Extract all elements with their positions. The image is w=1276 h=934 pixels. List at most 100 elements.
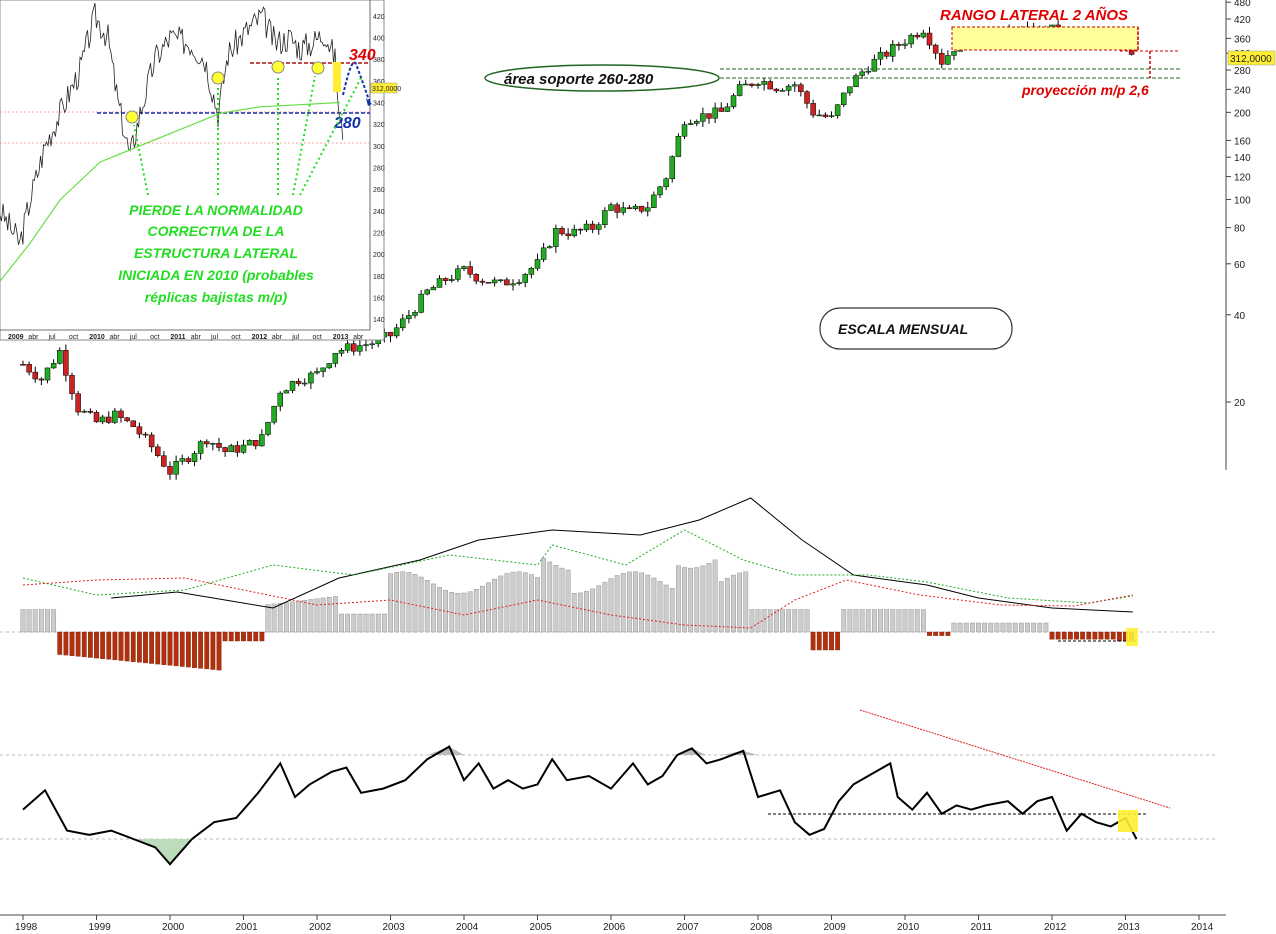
vol-bar <box>1025 622 1030 633</box>
inset-text-line-4: INICIADA EN 2010 (probables <box>118 267 314 283</box>
vol-bar <box>388 573 393 633</box>
main-candle-body <box>44 367 51 381</box>
vol-bar <box>143 631 148 664</box>
main-candle-body <box>210 443 216 445</box>
inset-y-tick-label: 200 <box>373 252 385 259</box>
inset-x-tick-label: jul <box>129 334 137 341</box>
vol-bar <box>626 571 632 633</box>
vol-bar <box>590 588 596 633</box>
vol-bar <box>363 613 369 633</box>
main-candle-body <box>571 228 577 237</box>
vol-bar <box>859 609 865 633</box>
vol-bar <box>792 609 798 633</box>
vol-bar <box>822 631 828 651</box>
vol-bar <box>927 631 932 636</box>
osc-trendline <box>859 709 1171 809</box>
vol-bar <box>571 593 577 633</box>
main-candle-body <box>700 113 706 122</box>
main-candle-body <box>755 84 761 86</box>
main-candle-body <box>320 367 326 372</box>
vol-bar <box>829 631 834 651</box>
time-tick-label: 1999 <box>89 922 112 933</box>
vol-bar <box>773 609 779 633</box>
main-candle-body <box>259 434 265 447</box>
vol-bar <box>804 609 810 633</box>
last-price-tag: 312,0000 <box>1230 54 1272 65</box>
main-candle-body <box>577 228 584 231</box>
vol-bar <box>565 569 571 633</box>
main-y-tick-label: 280 <box>1234 66 1251 77</box>
inset-x-tick-label: oct <box>150 334 159 341</box>
vol-bar <box>504 573 510 633</box>
main-candle-body <box>602 210 608 225</box>
main-candle-body <box>945 55 951 65</box>
vol-bar <box>1043 622 1049 633</box>
main-candle-body <box>38 378 45 381</box>
main-candle-body <box>222 447 228 453</box>
vol-bar <box>1055 631 1061 640</box>
main-candle-body <box>589 223 596 230</box>
vol-bar <box>982 622 988 633</box>
main-candle-body <box>902 43 908 46</box>
vol-bar <box>112 631 118 661</box>
vol-bar <box>149 631 155 664</box>
main-candle-body <box>669 156 675 180</box>
main-candle-body <box>387 332 394 337</box>
main-price-panel: 20 40 60 80 100 120 140 160 200 240 280 320 360 420 48… <box>20 0 1276 480</box>
inset-last-price: 312,0000 <box>372 86 401 93</box>
inset-highlight <box>333 62 341 92</box>
vol-bar <box>345 613 351 633</box>
inset-pointers <box>133 75 363 196</box>
inset-touch-4 <box>311 61 325 75</box>
vol-bar <box>865 609 871 633</box>
vol-bar <box>118 631 124 661</box>
main-candle-body <box>547 246 553 249</box>
vol-bar <box>326 597 332 633</box>
inset-y-ticks: 140 160 180 200 220 240 260 280 300 320 340 360 380 4… <box>373 14 385 324</box>
main-candle-body <box>896 44 902 46</box>
scale-label: ESCALA MENSUAL <box>838 321 968 337</box>
vol-bar <box>657 581 663 633</box>
main-candle-body <box>620 207 626 213</box>
vol-bar <box>1074 631 1079 640</box>
main-candle-body <box>724 106 731 112</box>
main-y-tick-label: 480 <box>1234 0 1251 9</box>
vol-bar <box>461 592 467 633</box>
vol-bar <box>271 603 277 633</box>
main-y-tick-label: 80 <box>1234 224 1246 235</box>
main-candle-body <box>877 51 884 60</box>
vol-bar <box>308 599 314 633</box>
main-candle-body <box>338 350 345 354</box>
vol-bar <box>884 609 890 633</box>
main-candle-body <box>534 259 541 269</box>
vol-bar <box>798 609 804 633</box>
time-ticks: 1998 1999 2000 2001 2002 2003 2004 2005 2006 2007… <box>15 915 1214 933</box>
inset-x-tick-label: 2009 <box>8 334 24 341</box>
main-candle-body <box>461 266 467 270</box>
vol-bar <box>669 588 675 633</box>
vol-bar <box>228 631 234 642</box>
support-label-bubble <box>484 64 720 92</box>
inset-y-tick-label: 400 <box>373 36 385 43</box>
main-candle-body <box>412 312 418 316</box>
inset-y-tick-label: 140 <box>373 317 385 324</box>
main-candle-body <box>302 382 308 385</box>
inset-y-tick-label: 260 <box>373 187 385 194</box>
main-candle-body <box>75 393 81 413</box>
main-y-tick-label: 420 <box>1234 15 1251 26</box>
vol-bar <box>296 600 302 633</box>
main-y-tick-label: 360 <box>1234 34 1251 45</box>
vol-bar <box>486 582 491 633</box>
time-tick-label: 2007 <box>677 922 700 933</box>
vol-bar <box>724 577 730 633</box>
vol-bar <box>896 609 902 633</box>
main-candle-body <box>357 345 363 352</box>
main-candle-body <box>687 123 694 125</box>
vol-bar <box>63 631 69 656</box>
main-candle-body <box>50 363 57 369</box>
vol-bar <box>743 571 749 633</box>
vol-bar <box>1037 622 1043 633</box>
main-candle-body <box>240 444 247 453</box>
main-candle-body <box>779 90 786 92</box>
vol-bar <box>853 609 859 633</box>
